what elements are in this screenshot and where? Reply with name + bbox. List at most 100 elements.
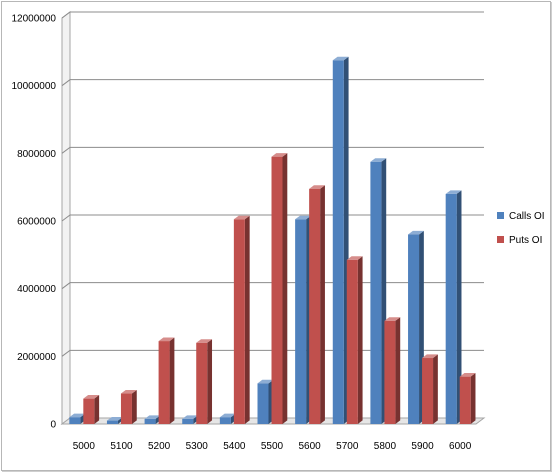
bar-calls-oi-5700 xyxy=(332,56,349,425)
y-tick-label: 2000000 xyxy=(17,352,56,363)
y-tick-label: 0 xyxy=(50,420,56,431)
bar-puts-oi-5900 xyxy=(422,354,438,424)
bar-top xyxy=(158,337,175,342)
bar-side xyxy=(320,185,325,424)
bar-front xyxy=(257,383,269,424)
bar-front xyxy=(69,417,81,424)
bar-front xyxy=(346,259,358,424)
bar-top xyxy=(408,230,424,235)
bar-front xyxy=(196,342,208,424)
bar-puts-oi-5200 xyxy=(158,337,175,424)
bar-puts-oi-5100 xyxy=(120,389,137,424)
bar-top xyxy=(144,415,161,419)
legend-label: Calls OI xyxy=(509,211,545,222)
bar-top xyxy=(83,395,100,399)
legend-swatch xyxy=(497,212,504,219)
bar-puts-oi-5800 xyxy=(384,317,401,424)
bar-top xyxy=(445,190,462,194)
bar-side xyxy=(282,153,288,424)
y-tick-label: 12000000 xyxy=(12,14,57,25)
bar-side xyxy=(395,317,401,424)
legend: Calls OI Puts OI xyxy=(497,211,545,246)
bar-top xyxy=(384,317,401,321)
bar-side xyxy=(470,373,476,424)
x-tick-label: 5100 xyxy=(110,441,133,452)
bar-puts-oi-5700 xyxy=(346,256,363,424)
bar-front xyxy=(408,234,420,424)
bar-side xyxy=(207,339,213,424)
y-tick-label: 6000000 xyxy=(17,217,56,228)
bar-side xyxy=(94,395,100,424)
gridline xyxy=(61,79,484,87)
bar-side xyxy=(433,354,438,424)
bar-side xyxy=(169,337,175,424)
bar-calls-oi-6000 xyxy=(445,190,462,424)
bar-side xyxy=(357,256,363,424)
bar-puts-oi-5600 xyxy=(309,185,325,424)
bar-top xyxy=(309,185,325,189)
bar-calls-oi-5500 xyxy=(257,379,274,424)
bar-front xyxy=(182,418,194,424)
y-axis-tick-labels: 0 2000000 4000000 6000000 8000000 10000000 120… xyxy=(12,14,57,431)
x-tick-label: 5000 xyxy=(73,441,96,452)
legend-item-calls-oi: Calls OI xyxy=(497,211,545,222)
bar-top xyxy=(106,417,123,421)
bar-puts-oi-5300 xyxy=(196,339,213,424)
bar-front xyxy=(459,376,471,424)
bar-side xyxy=(456,190,462,424)
bar-side xyxy=(244,215,250,424)
y-tick-label: 8000000 xyxy=(17,149,56,160)
gridline xyxy=(61,11,484,19)
bar-front xyxy=(144,418,156,424)
bar-front xyxy=(271,156,283,424)
y-tick-label: 4000000 xyxy=(17,284,56,295)
bar-front xyxy=(295,219,307,424)
bar-front xyxy=(219,417,231,424)
legend-item-puts-oi: Puts OI xyxy=(497,235,542,246)
bar-puts-oi-6000 xyxy=(459,373,476,424)
bar-front xyxy=(422,358,434,424)
bar-side xyxy=(131,389,137,424)
bar-top xyxy=(271,153,288,157)
bar-calls-oi-5600 xyxy=(295,215,311,424)
x-tick-label: 5800 xyxy=(374,441,397,452)
bar-top xyxy=(120,389,137,394)
x-tick-label: 5300 xyxy=(186,441,209,452)
bar-front xyxy=(106,420,118,424)
bar-puts-oi-5400 xyxy=(233,215,250,424)
bar-top xyxy=(422,354,438,359)
x-tick-label: 5200 xyxy=(148,441,171,452)
legend-label: Puts OI xyxy=(509,235,542,246)
bar-top xyxy=(370,158,387,162)
bar-top xyxy=(196,339,213,343)
bar-top xyxy=(69,413,86,418)
bar-top xyxy=(219,413,236,418)
bar-front xyxy=(120,393,132,424)
bar-front xyxy=(309,188,321,424)
bar-front xyxy=(370,161,382,424)
x-tick-label: 5400 xyxy=(223,441,246,452)
bar-front xyxy=(384,320,396,424)
bar-puts-oi-5500 xyxy=(271,153,288,424)
bar-calls-oi-5800 xyxy=(370,158,387,425)
bars xyxy=(69,56,476,425)
bar-calls-oi-5900 xyxy=(408,230,424,424)
bar-front xyxy=(158,341,170,424)
x-tick-label: 5900 xyxy=(411,441,434,452)
bar-puts-oi-5000 xyxy=(83,395,100,424)
legend-swatch xyxy=(497,236,504,243)
bar-front xyxy=(332,60,344,425)
x-tick-label: 6000 xyxy=(449,441,472,452)
bar-top xyxy=(182,415,199,419)
bar-top xyxy=(459,373,476,377)
bar-top xyxy=(233,215,250,220)
bar-front xyxy=(445,193,457,424)
bar-front xyxy=(83,398,95,424)
bar-top xyxy=(295,215,311,220)
y-tick-label: 10000000 xyxy=(12,81,57,92)
bar-top xyxy=(346,256,363,260)
bar-top xyxy=(332,56,349,61)
bar-top xyxy=(257,379,274,384)
x-tick-label: 5600 xyxy=(299,441,322,452)
